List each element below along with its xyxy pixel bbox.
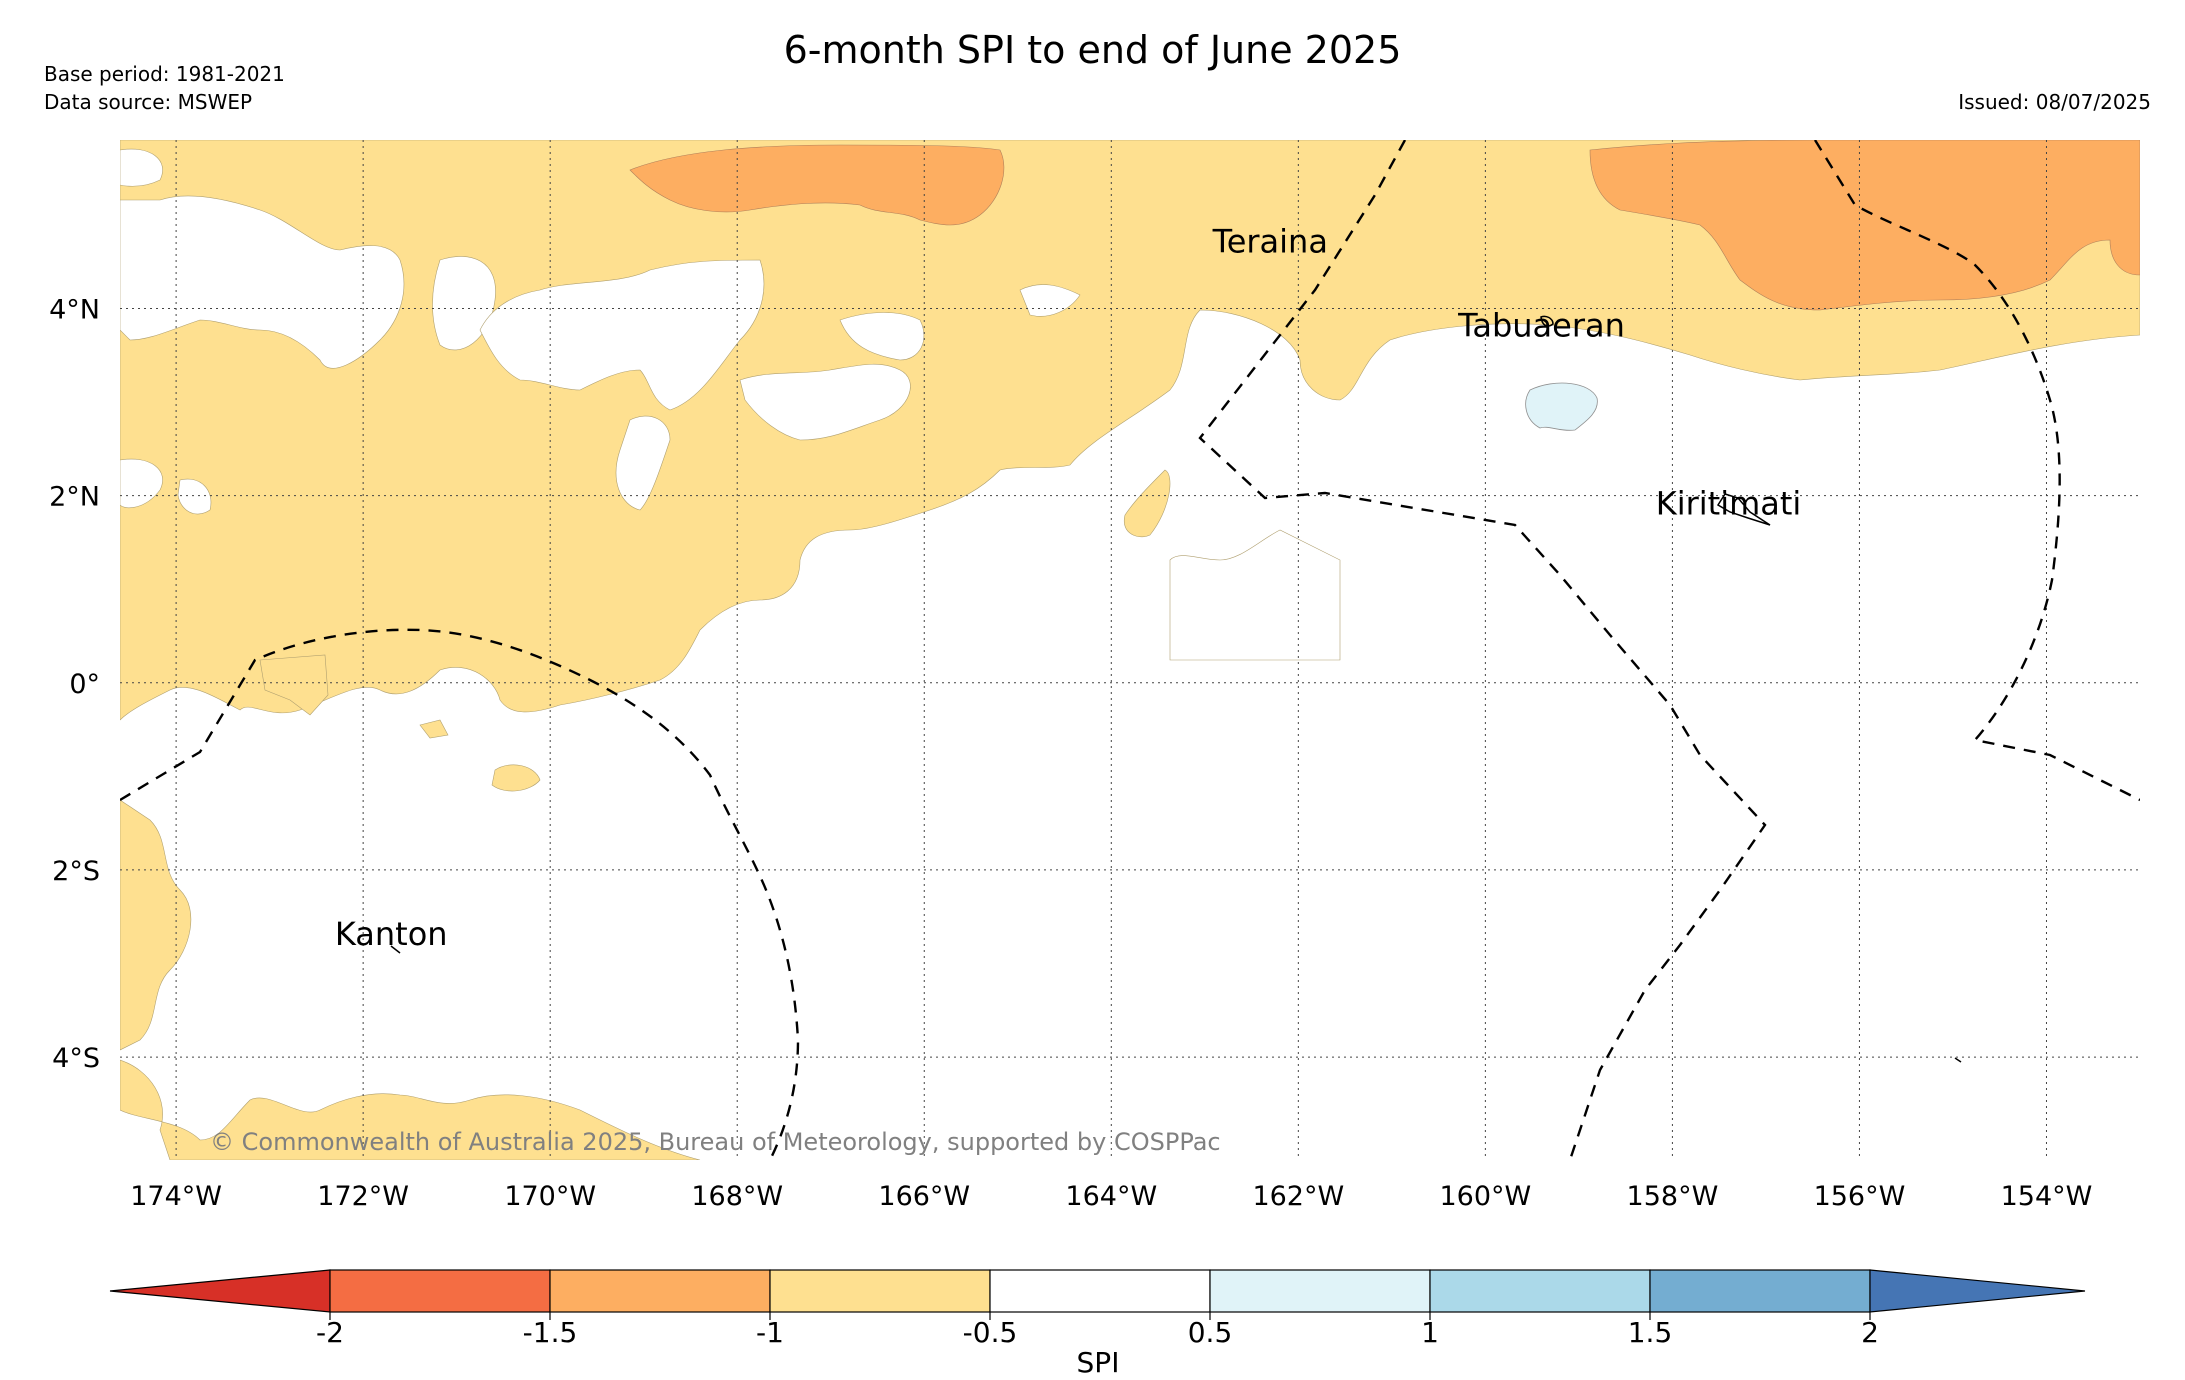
graticule	[120, 140, 2140, 1160]
spi-region-slightly-wet	[1525, 382, 1598, 431]
eez-boundaries	[120, 140, 2140, 1160]
kiritimati-outline	[1716, 493, 1771, 526]
lon-tick-label: 170°W	[504, 1181, 596, 1212]
colorbar-tick-label: -1.5	[523, 1316, 578, 1349]
lat-tick-label: 2°S	[52, 856, 100, 887]
lon-tick-label: 162°W	[1252, 1181, 1344, 1212]
spi-patch-1	[259, 654, 329, 716]
issued-date: Issued: 08/07/2025	[1958, 90, 2151, 114]
place-labels: Teraina Tabuaeran Kiritimati Kanton	[335, 222, 1801, 952]
lon-tick-label: 174°W	[130, 1181, 222, 1212]
meta-info: Base period: 1981-2021 Data source: MSWE…	[44, 60, 285, 116]
place-label-kiritimati: Kiritimati	[1656, 484, 1802, 522]
base-period-text: Base period: 1981-2021	[44, 62, 285, 86]
place-label-kanton: Kanton	[335, 915, 448, 953]
latitude-labels: 4°N 2°N 0° 2°S 4°S	[49, 294, 100, 1074]
map-title: 6-month SPI to end of June 2025	[783, 28, 1402, 72]
eez-boundary-phoenix	[120, 628, 800, 1160]
colorbar-extend-high	[1869, 1269, 2086, 1313]
lon-tick-label: 156°W	[1814, 1181, 1906, 1212]
colorbar-segment	[769, 1269, 991, 1313]
spi-fill-layer	[120, 140, 2140, 1160]
lat-tick-label: 4°N	[49, 294, 100, 325]
near-normal-areas	[120, 148, 1341, 661]
colorbar-extend-low	[109, 1269, 331, 1313]
colorbar-segment	[549, 1269, 771, 1313]
colorbar-tick-label: 2	[1861, 1316, 1879, 1349]
colorbar-tick-label: -2	[316, 1316, 344, 1349]
lat-tick-label: 2°N	[49, 482, 100, 513]
longitude-labels: 174°W 172°W 170°W 168°W 166°W 164°W 162°W 160°W…	[130, 1181, 2092, 1212]
colorbar-tick-label: -1	[756, 1316, 784, 1349]
lat-tick-label: 0°	[69, 669, 100, 700]
lon-tick-label: 154°W	[2001, 1181, 2093, 1212]
copyright-text: © Commonwealth of Australia 2025, Bureau…	[210, 1128, 1221, 1156]
tabuaeran-outline	[1540, 315, 1554, 327]
lon-tick-label: 166°W	[878, 1181, 970, 1212]
lon-tick-label: 172°W	[317, 1181, 409, 1212]
colorbar-label: SPI	[1077, 1346, 1120, 1379]
lat-tick-label: 4°S	[52, 1043, 100, 1074]
lon-tick-label: 164°W	[1065, 1181, 1157, 1212]
place-label-tabuaeran: Tabuaeran	[1457, 307, 1625, 345]
malden-outline	[1954, 1057, 1962, 1063]
spi-patch-2	[491, 764, 541, 792]
colorbar-tick-label: 0.5	[1188, 1316, 1233, 1349]
island-outlines	[390, 315, 1962, 1063]
colorbar-segment	[989, 1269, 1211, 1313]
spi-region-moderately-dry-2	[1589, 140, 2140, 311]
colorbar-tick-label: 1	[1421, 1316, 1439, 1349]
colorbar-segment	[329, 1269, 551, 1313]
kanton-outline	[390, 945, 401, 954]
spi-patch-3	[1123, 469, 1171, 538]
data-source-text: Data source: MSWEP	[44, 90, 253, 114]
colorbar-segment	[1209, 1269, 1431, 1313]
lon-tick-label: 168°W	[691, 1181, 783, 1212]
lon-tick-label: 160°W	[1440, 1181, 1532, 1212]
lon-tick-label: 158°W	[1627, 1181, 1719, 1212]
spi-region-dry-southwest	[120, 1059, 701, 1160]
spi-region-dry-west	[120, 799, 192, 1051]
colorbar-tick-label: 1.5	[1628, 1316, 1673, 1349]
colorbar-tick-label: -0.5	[963, 1316, 1018, 1349]
spi-region-moderately-dry-1	[629, 144, 1005, 226]
spi-patch-4	[419, 719, 449, 739]
eez-boundary-line-east	[1813, 140, 2140, 802]
colorbar-segment	[1649, 1269, 1871, 1313]
spi-colorbar: -2 -1.5 -1 -0.5 0.5 1 1.5 2	[109, 1269, 2086, 1349]
colorbar-segment	[1429, 1269, 1651, 1313]
eez-boundary-line-west	[1198, 140, 1767, 1160]
place-label-teraina: Teraina	[1212, 222, 1328, 260]
